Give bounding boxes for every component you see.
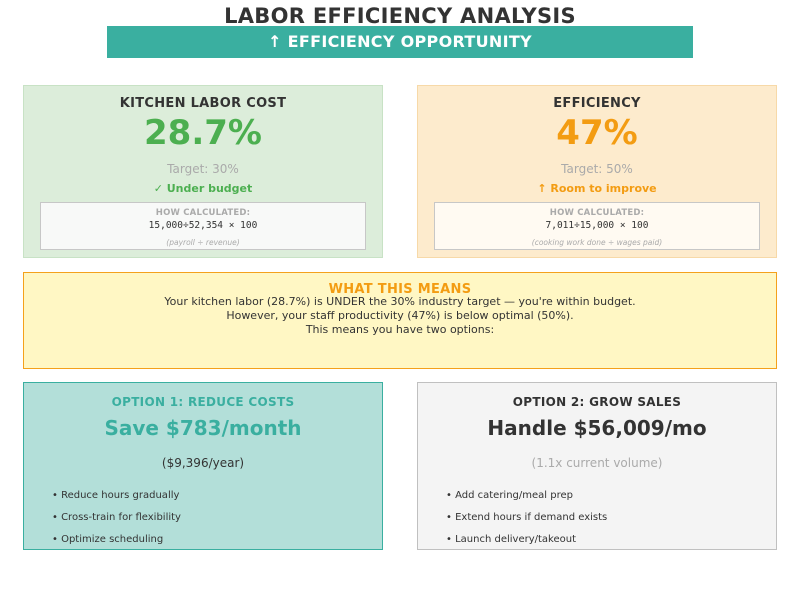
labor-calc-label: HOW CALCULATED: xyxy=(155,208,251,218)
option2-subtext: (1.1x current volume) xyxy=(531,456,663,470)
what-this-means-title: WHAT THIS MEANS xyxy=(328,282,472,297)
means-line: However, your staff productivity (47%) i… xyxy=(226,309,574,322)
labor-calc-formula: 15,000÷52,354 × 100 xyxy=(148,220,258,231)
labor-cost-status: ✓ Under budget xyxy=(153,182,253,195)
labor-cost-value: 28.7% xyxy=(144,113,262,153)
means-line: This means you have two options: xyxy=(305,323,495,336)
efficiency-card: EFFICIENCY 47% Target: 50% ↑ Room to imp… xyxy=(417,85,777,258)
efficiency-calc-formula: 7,011÷15,000 × 100 xyxy=(545,220,649,231)
option2-heading: OPTION 2: GROW SALES xyxy=(512,395,682,409)
what-this-means-panel: WHAT THIS MEANS Your kitchen labor (28.7… xyxy=(23,272,777,369)
efficiency-calc-box: HOW CALCULATED: 7,011÷15,000 × 100 (cook… xyxy=(434,202,760,250)
labor-calc-note: (payroll ÷ revenue) xyxy=(166,238,240,247)
option2-bullet: • Extend hours if demand exists xyxy=(446,512,608,523)
option2-bullet: • Launch delivery/takeout xyxy=(446,534,577,545)
option1-heading: OPTION 1: REDUCE COSTS xyxy=(111,395,295,409)
option-grow-sales-card: OPTION 2: GROW SALES Handle $56,009/mo (… xyxy=(417,382,777,550)
option1-bullet: • Cross-train for flexibility xyxy=(52,512,181,523)
efficiency-calc-label: HOW CALCULATED: xyxy=(549,208,645,218)
means-line: Your kitchen labor (28.7%) is UNDER the … xyxy=(164,295,636,308)
efficiency-target: Target: 50% xyxy=(561,162,633,176)
option1-bullet: • Optimize scheduling xyxy=(52,534,164,545)
option2-headline: Handle $56,009/mo xyxy=(487,416,707,440)
efficiency-opportunity-banner: ↑ EFFICIENCY OPPORTUNITY xyxy=(107,26,693,58)
option1-headline: Save $783/month xyxy=(104,416,302,440)
labor-cost-target: Target: 30% xyxy=(167,162,239,176)
efficiency-calc-note: (cooking work done ÷ wages paid) xyxy=(531,238,663,247)
efficiency-status: ↑ Room to improve xyxy=(537,182,657,195)
option1-bullet: • Reduce hours gradually xyxy=(52,490,180,501)
efficiency-card-heading: EFFICIENCY xyxy=(553,96,641,111)
kitchen-labor-cost-card: KITCHEN LABOR COST 28.7% Target: 30% ✓ U… xyxy=(23,85,383,258)
page-title: LABOR EFFICIENCY ANALYSIS xyxy=(224,4,576,28)
option2-bullet: • Add catering/meal prep xyxy=(446,490,573,501)
labor-calc-box: HOW CALCULATED: 15,000÷52,354 × 100 (pay… xyxy=(40,202,366,250)
option1-subtext: ($9,396/year) xyxy=(161,456,245,470)
option-reduce-costs-card: OPTION 1: REDUCE COSTS Save $783/month (… xyxy=(23,382,383,550)
efficiency-value: 47% xyxy=(556,113,638,153)
labor-card-heading: KITCHEN LABOR COST xyxy=(119,96,287,111)
